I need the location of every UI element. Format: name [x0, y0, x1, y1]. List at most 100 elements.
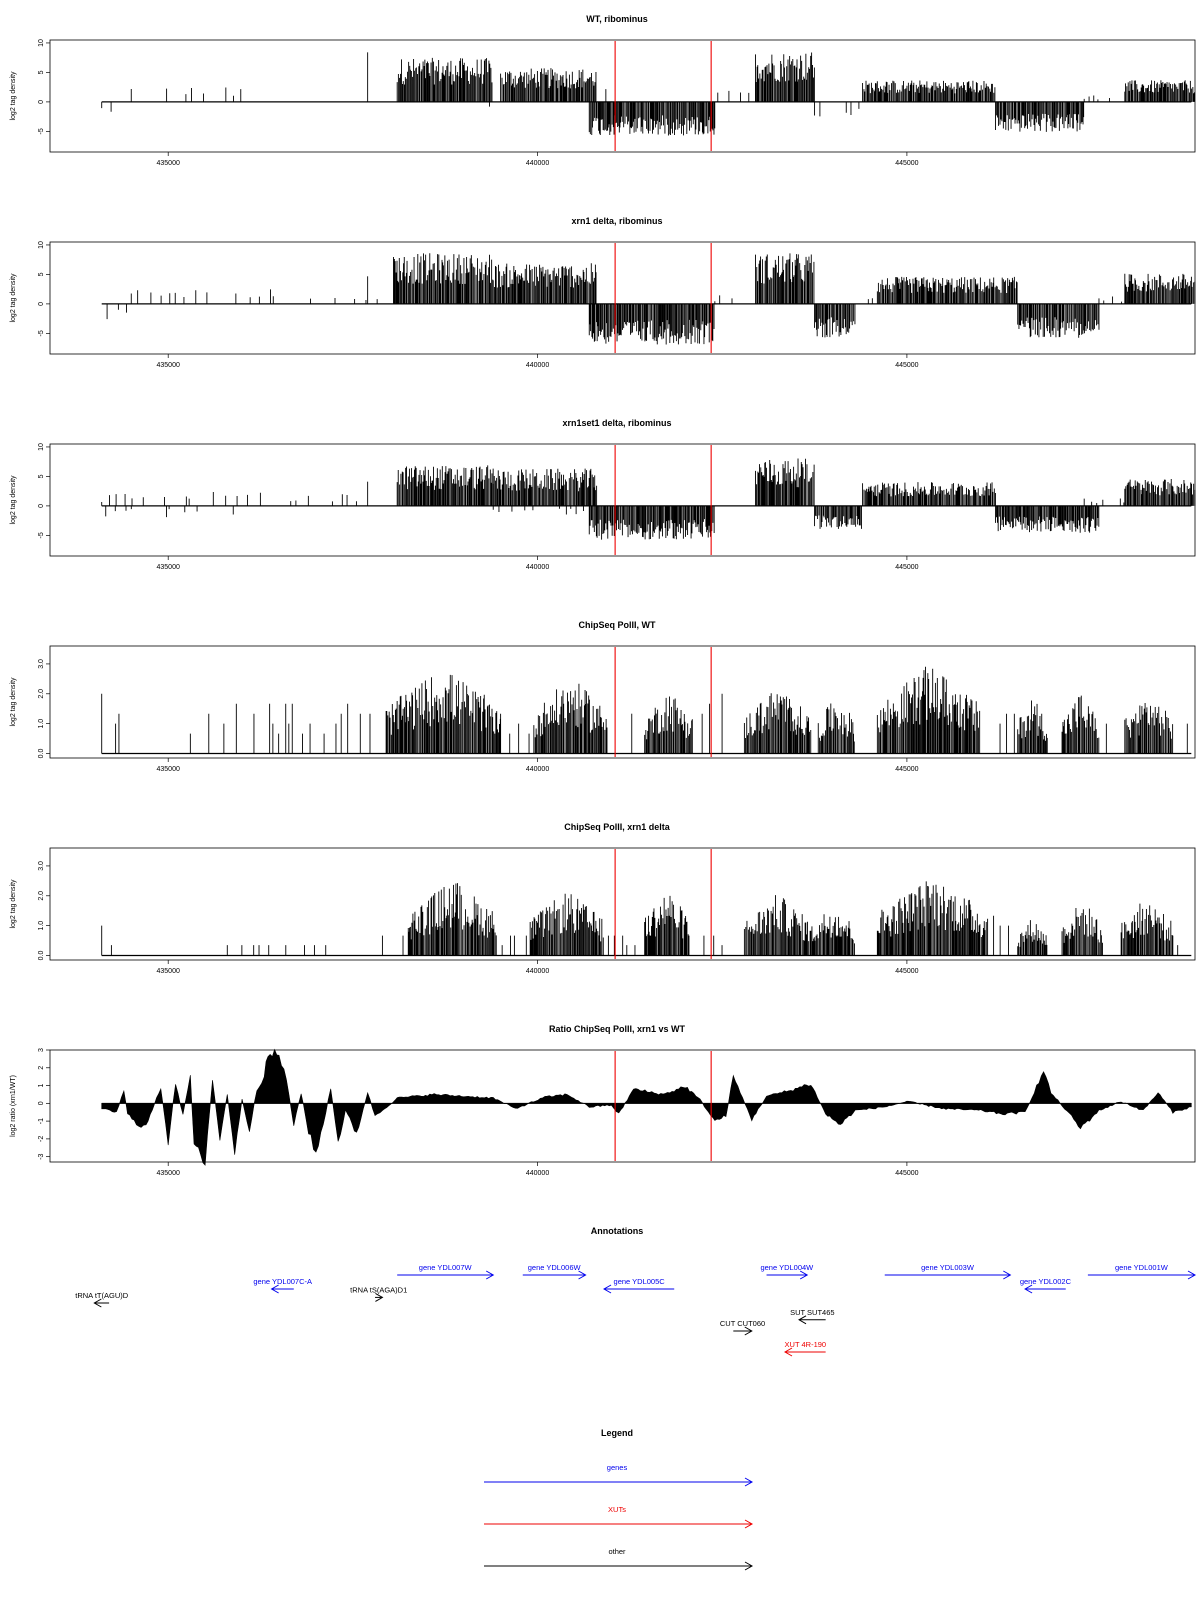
- data-bars: [1061, 907, 1103, 956]
- data-bars: [1172, 935, 1179, 956]
- annotation-arrow-head: [485, 1270, 495, 1280]
- annotation-arrow-head: [1187, 1270, 1197, 1280]
- y-tick-label: 3: [38, 1048, 45, 1052]
- data-bars: [1083, 95, 1110, 102]
- data-bars: [862, 80, 996, 102]
- annotation-feature: XUT 4R-190: [784, 1340, 826, 1357]
- data-bars: [396, 57, 493, 102]
- x-tick-label: 440000: [526, 1170, 549, 1177]
- annotation-arrow-head: [1024, 1284, 1033, 1294]
- data-bars: [1061, 695, 1100, 754]
- data-bars: [492, 468, 598, 506]
- annotation-arrow-head: [744, 1326, 753, 1336]
- x-tick-label: 435000: [157, 968, 180, 975]
- annotation-label: tRNA tT(AGU)D: [75, 1291, 129, 1300]
- y-tick-label: -5: [38, 532, 45, 538]
- x-tick-label: 445000: [895, 968, 918, 975]
- data-bars: [999, 713, 1015, 754]
- annotation-feature: gene YDL007C-A: [253, 1277, 312, 1294]
- y-tick-label: 0.0: [38, 749, 45, 759]
- annotations-title: Annotations: [591, 1226, 644, 1236]
- annotation-feature: gene YDL007W: [397, 1263, 495, 1280]
- y-tick-label: 5: [38, 70, 45, 74]
- y-axis-label: log2 tag density: [10, 273, 17, 323]
- y-axis-label: log2 tag density: [10, 677, 17, 727]
- legend-title: Legend: [601, 1428, 633, 1438]
- y-tick-label: 2.0: [38, 689, 45, 699]
- data-bars: [396, 465, 494, 506]
- annotation-feature: gene YDL004W: [760, 1263, 814, 1280]
- x-tick-label: 440000: [526, 564, 549, 571]
- data-bars: [755, 52, 815, 102]
- y-tick-label: 2.0: [38, 891, 45, 901]
- legend-label: XUTs: [608, 1505, 626, 1514]
- data-bars: [130, 289, 274, 304]
- panel-title: xrn1set1 delta, ribominus: [562, 418, 671, 428]
- data-bars: [381, 935, 404, 956]
- y-tick-label: 2: [38, 1066, 45, 1070]
- data-bars: [867, 298, 873, 304]
- y-tick-label: -5: [38, 128, 45, 134]
- data-bars: [876, 666, 981, 754]
- legend-label: genes: [607, 1463, 628, 1472]
- annotation-feature: gene YDL002C: [1020, 1277, 1072, 1294]
- data-bars: [688, 935, 723, 956]
- legend-label: other: [608, 1547, 626, 1556]
- data-bars: [810, 914, 855, 956]
- data-bars: [1124, 273, 1196, 304]
- y-tick-label: 0: [38, 302, 45, 306]
- y-tick-label: 3.0: [38, 659, 45, 669]
- y-tick-label: 1: [38, 1084, 45, 1088]
- annotation-arrow-head: [798, 1315, 807, 1325]
- annotation-arrow-head: [603, 1284, 612, 1294]
- panel-xrn1set1-ribominus: xrn1set1 delta, ribominus -5 0 5 10 log2 tag…: [10, 418, 1196, 571]
- data-bars: [189, 703, 371, 754]
- data-bars: [500, 68, 597, 102]
- data-bars: [607, 935, 636, 956]
- panel-title: xrn1 delta, ribominus: [571, 216, 662, 226]
- data-bars: [407, 883, 497, 956]
- x-tick-label: 445000: [895, 564, 918, 571]
- x-tick-label: 435000: [157, 362, 180, 369]
- data-bars: [501, 935, 527, 956]
- data-bars: [226, 945, 327, 956]
- y-tick-label: 0.0: [38, 951, 45, 961]
- panel-wt-ribominus: WT, ribominus -5 0 5 10 log2 tag density 4350…: [10, 14, 1196, 167]
- data-bars: [717, 90, 750, 102]
- y-tick-label: -3: [38, 1153, 45, 1159]
- data-bars: [492, 263, 597, 304]
- y-tick-label: 5: [38, 272, 45, 276]
- x-tick-label: 445000: [895, 766, 918, 773]
- data-bars: [755, 253, 815, 304]
- plot-frame: [49, 241, 1196, 355]
- legend-arrow-head: [744, 1519, 754, 1529]
- x-tick-label: 440000: [526, 766, 549, 773]
- data-bars: [1120, 903, 1173, 956]
- data-bars: [814, 101, 860, 117]
- data-bars: [106, 303, 127, 320]
- y-tick-label: 0: [38, 1101, 45, 1105]
- panel-chipseq-ratio: Ratio ChipSeq PolII, xrn1 vs WT -3 -2 -1 0 1…: [10, 1024, 1196, 1177]
- ratio-profile-area: [101, 1048, 1192, 1166]
- annotation-feature: gene YDL005C: [603, 1277, 675, 1294]
- data-bars: [876, 276, 1018, 304]
- annotation-label: gene YDL002C: [1020, 1277, 1072, 1286]
- plot-frame: [49, 443, 1196, 557]
- x-tick-label: 440000: [526, 160, 549, 167]
- data-bars: [101, 925, 112, 956]
- data-bars: [1083, 498, 1125, 506]
- data-bars: [533, 683, 608, 754]
- annotation-label: tRNA tS(AGA)D1: [350, 1285, 407, 1294]
- annotation-arrow-head: [93, 1298, 102, 1308]
- data-bars: [290, 494, 357, 506]
- data-bars: [814, 505, 862, 529]
- data-bars: [101, 693, 120, 754]
- data-bars: [1098, 296, 1123, 304]
- y-tick-label: 1.0: [38, 921, 45, 931]
- annotation-label: gene YDL004W: [760, 1263, 814, 1272]
- y-tick-label: 10: [38, 39, 45, 47]
- panel-xrn1-ribominus: xrn1 delta, ribominus -5 0 5 10 log2 tag den…: [10, 216, 1196, 369]
- data-bars: [817, 703, 855, 754]
- annotation-arrow-head: [784, 1347, 793, 1357]
